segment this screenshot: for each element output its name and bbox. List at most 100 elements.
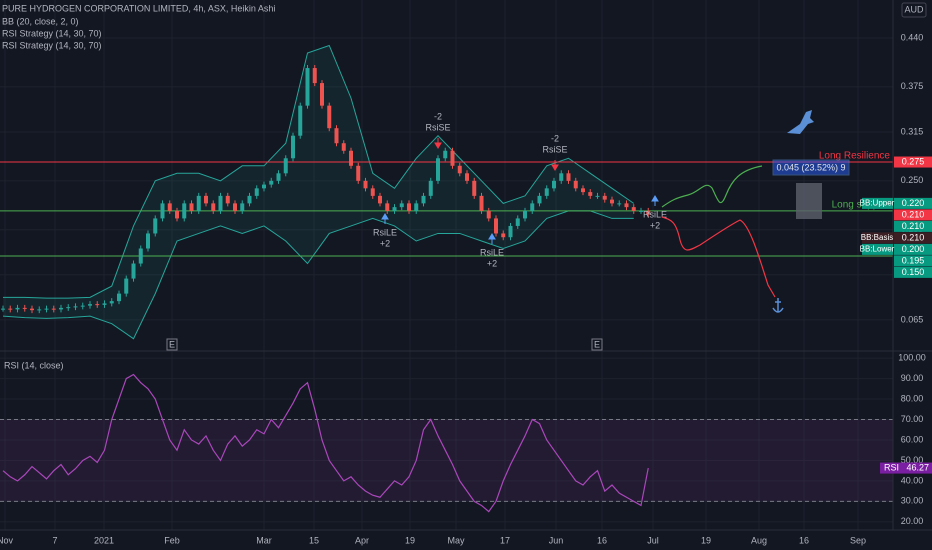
rsi-tick-label: 20.00 <box>901 516 924 526</box>
candle <box>407 203 411 211</box>
candle <box>320 83 324 106</box>
candle <box>559 173 564 181</box>
rsi-tick-label: 100.00 <box>898 353 926 363</box>
annotation-label: RsiLE <box>480 247 504 257</box>
rsi-title: RSI (14, close) <box>4 360 64 370</box>
candle <box>378 195 382 204</box>
rsi-tick-label: 90.00 <box>901 373 924 383</box>
candle <box>479 195 484 211</box>
currency-box[interactable] <box>901 2 927 18</box>
candle <box>269 180 274 185</box>
currency[interactable]: AUD <box>904 4 924 14</box>
price-name: BB:Upper <box>860 198 895 207</box>
annotation-qty: +2 <box>650 220 660 230</box>
candle <box>421 195 426 204</box>
y-tick-label: 0.375 <box>901 81 924 91</box>
x-tick-label: Mar <box>256 535 272 545</box>
candle <box>146 233 150 249</box>
candle <box>109 301 114 304</box>
candle <box>465 173 469 181</box>
rsi-band <box>0 419 893 502</box>
candle <box>385 203 390 211</box>
candle <box>443 150 448 159</box>
candle <box>327 105 332 129</box>
annotation-label: RsiLE <box>373 227 397 237</box>
candle <box>515 218 520 226</box>
candle <box>283 158 288 174</box>
bb-lower <box>2 210 634 340</box>
candle <box>544 188 549 196</box>
x-tick-label: 19 <box>405 535 415 545</box>
annotation-qty: +2 <box>380 238 390 248</box>
candle <box>254 188 259 196</box>
long-arrow <box>381 213 389 224</box>
candle <box>450 150 455 166</box>
candle <box>124 278 129 294</box>
price-name-box <box>862 232 893 244</box>
candle <box>225 195 230 204</box>
plane-icon <box>787 110 814 134</box>
x-tick-label: Nov <box>0 535 13 545</box>
candle <box>22 307 27 309</box>
candle <box>204 195 208 204</box>
candle <box>175 210 179 219</box>
candle <box>566 173 571 181</box>
candle <box>15 307 20 310</box>
event-box <box>166 338 178 351</box>
candle <box>537 195 542 204</box>
bb-upper <box>3 44 635 299</box>
candle <box>428 180 433 196</box>
rsi-last-box <box>880 462 932 474</box>
long-arrow <box>651 195 659 206</box>
candle <box>189 203 194 211</box>
event-label: E <box>594 339 600 349</box>
rsi-tick-label: 70.00 <box>901 414 924 424</box>
candle <box>196 195 201 211</box>
candle <box>552 180 556 189</box>
candle <box>573 180 578 189</box>
price-name: BB:Lower <box>860 244 895 253</box>
candle <box>30 308 34 311</box>
candle <box>240 203 245 211</box>
candle <box>51 308 56 310</box>
candle <box>160 203 165 219</box>
candle <box>312 68 317 84</box>
candle <box>392 207 397 211</box>
candle <box>182 203 187 219</box>
x-tick-label: Sep <box>850 535 866 545</box>
price-label-box <box>894 197 932 209</box>
candle <box>117 293 121 302</box>
x-tick-label: Feb <box>164 535 180 545</box>
candle <box>298 105 303 136</box>
header-title: PURE HYDROGEN CORPORATION LIMITED, 4h, A… <box>2 3 275 13</box>
short-arrow <box>551 160 559 171</box>
candle <box>523 210 527 219</box>
y-tick-label: 0.065 <box>901 314 924 324</box>
event-box <box>591 338 603 351</box>
annotation-qty: -2 <box>551 133 559 143</box>
header-indicator: RSI Strategy (14, 30, 70) <box>2 40 102 50</box>
candle <box>37 309 42 311</box>
candle <box>291 135 295 159</box>
x-tick-label: Aug <box>751 535 767 545</box>
candle <box>617 203 622 205</box>
header-indicator: BB (20, close, 2, 0) <box>2 16 79 26</box>
annotation-label: RsiSE <box>542 144 567 154</box>
x-tick-label: 16 <box>597 535 607 545</box>
y-tick-label: 0.315 <box>901 126 924 136</box>
rsi-tick-label: 50.00 <box>901 455 924 465</box>
candle <box>508 225 513 238</box>
annotation-qty: -2 <box>434 111 442 121</box>
annotation-label: RsiSE <box>425 122 450 132</box>
candle <box>153 218 158 234</box>
x-tick-label: 15 <box>309 535 319 545</box>
candle <box>341 143 346 151</box>
candle <box>472 180 477 196</box>
price-label: 0.195 <box>902 255 925 265</box>
candle <box>218 195 223 211</box>
candle <box>211 203 216 211</box>
candle <box>44 308 49 310</box>
bb-fill <box>3 45 634 339</box>
